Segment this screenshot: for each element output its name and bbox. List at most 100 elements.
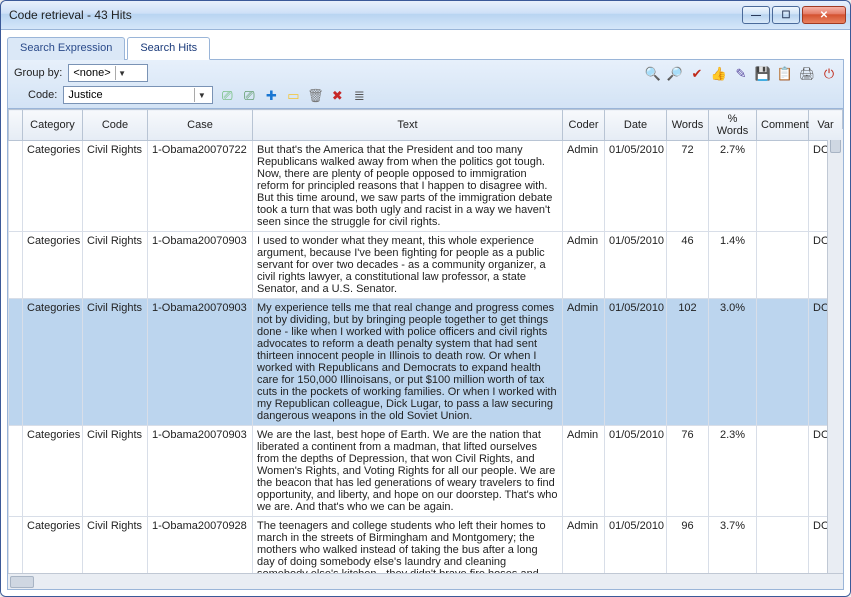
cell: [757, 299, 809, 426]
cell: I used to wonder what they meant, this w…: [253, 232, 563, 299]
cell: Admin: [563, 517, 605, 574]
check-icon[interactable]: ✔: [689, 65, 705, 81]
column-header[interactable]: Coder: [563, 110, 605, 141]
cell: 1-Obama20070903: [148, 232, 253, 299]
zoom-icon[interactable]: 🔎: [667, 65, 683, 81]
column-header[interactable]: [9, 110, 23, 141]
cell: 01/05/2010: [605, 517, 667, 574]
cell: 1-Obama20070903: [148, 299, 253, 426]
window-buttons: — ☐ ✕: [740, 6, 846, 24]
group-by-dropdown[interactable]: <none> ▼: [68, 64, 148, 82]
header-row: CategoryCodeCaseTextCoderDateWords% Word…: [9, 110, 843, 141]
search-person-icon[interactable]: 🔍: [645, 65, 661, 81]
cell: [9, 299, 23, 426]
cell: Admin: [563, 141, 605, 232]
cell: 2.3%: [709, 426, 757, 517]
column-header[interactable]: Comment: [757, 110, 809, 141]
tabstrip: Search Expression Search Hits: [7, 36, 844, 60]
vertical-scrollbar[interactable]: [827, 129, 843, 573]
note-icon[interactable]: ▭: [285, 87, 301, 103]
exit-icon[interactable]: ⏻: [821, 65, 837, 81]
cell: Civil Rights: [83, 232, 148, 299]
table-row[interactable]: CategoriesCivil Rights1-Obama20070903We …: [9, 426, 843, 517]
cell: [9, 141, 23, 232]
cell: 1-Obama20070903: [148, 426, 253, 517]
cell: Civil Rights: [83, 299, 148, 426]
code-label: Code:: [28, 89, 57, 101]
column-header[interactable]: Words: [667, 110, 709, 141]
horizontal-scrollbar[interactable]: [8, 573, 843, 589]
cell: Categories: [23, 299, 83, 426]
edit-icon[interactable]: ✎: [733, 65, 749, 81]
column-header[interactable]: % Words: [709, 110, 757, 141]
cell: [9, 232, 23, 299]
cell: 01/05/2010: [605, 299, 667, 426]
cell: Categories: [23, 517, 83, 574]
close-button[interactable]: ✕: [802, 6, 846, 24]
save-icon[interactable]: 💾: [755, 65, 771, 81]
column-header[interactable]: Var: [809, 110, 843, 141]
cell: 2.7%: [709, 141, 757, 232]
table-row[interactable]: CategoriesCivil Rights1-Obama20070722But…: [9, 141, 843, 232]
cell: 46: [667, 232, 709, 299]
cell: 102: [667, 299, 709, 426]
chevron-down-icon: ▼: [115, 66, 129, 80]
cell: Admin: [563, 232, 605, 299]
client-area: Search Expression Search Hits Group by: …: [1, 29, 850, 596]
print-icon[interactable]: 🖨: [799, 65, 815, 81]
window-title: Code retrieval - 43 Hits: [9, 8, 740, 22]
column-header[interactable]: Code: [83, 110, 148, 141]
cell: 3.0%: [709, 299, 757, 426]
right-toolbar: 🔍 🔎 ✔ 👍 ✎ 💾 📋 🖨 ⏻: [645, 65, 837, 81]
column-header[interactable]: Text: [253, 110, 563, 141]
cell: [757, 426, 809, 517]
column-header[interactable]: Category: [23, 110, 83, 141]
cell: Civil Rights: [83, 426, 148, 517]
cancel-icon[interactable]: ✖: [329, 87, 345, 103]
cell: 01/05/2010: [605, 426, 667, 517]
cell: 1-Obama20070722: [148, 141, 253, 232]
cell: 01/05/2010: [605, 232, 667, 299]
tab-search-hits[interactable]: Search Hits: [127, 37, 210, 60]
tab-search-expression[interactable]: Search Expression: [7, 37, 125, 60]
copy-icon[interactable]: 📋: [777, 65, 793, 81]
cell: Civil Rights: [83, 517, 148, 574]
table-row[interactable]: CategoriesCivil Rights1-Obama20070928The…: [9, 517, 843, 574]
group-by-value: <none>: [73, 67, 110, 79]
list-icon[interactable]: ≣: [351, 87, 367, 103]
toolbar: Group by: <none> ▼ 🔍 🔎 ✔ 👍 ✎ 💾 📋 🖨 ⏻ Code: Justi…: [7, 60, 844, 108]
cell: My experience tells me that real change …: [253, 299, 563, 426]
grid-scroll[interactable]: CategoryCodeCaseTextCoderDateWords% Word…: [8, 109, 843, 573]
cell: Admin: [563, 426, 605, 517]
table-row[interactable]: CategoriesCivil Rights1-Obama20070903My …: [9, 299, 843, 426]
cell: Admin: [563, 299, 605, 426]
code-dropdown[interactable]: Justice ▼: [63, 86, 213, 104]
cell: 3.7%: [709, 517, 757, 574]
cell: [9, 426, 23, 517]
cell: The teenagers and college students who l…: [253, 517, 563, 574]
cell: We are the last, best hope of Earth. We …: [253, 426, 563, 517]
table-row[interactable]: CategoriesCivil Rights1-Obama20070903I u…: [9, 232, 843, 299]
delete-icon[interactable]: 🗑: [307, 87, 323, 103]
cell: 01/05/2010: [605, 141, 667, 232]
plus-icon[interactable]: ✚: [263, 87, 279, 103]
maximize-button[interactable]: ☐: [772, 6, 800, 24]
results-grid: CategoryCodeCaseTextCoderDateWords% Word…: [7, 108, 844, 590]
column-header[interactable]: Case: [148, 110, 253, 141]
cell: [757, 232, 809, 299]
app-window: Code retrieval - 43 Hits — ☐ ✕ Search Ex…: [0, 0, 851, 597]
group-by-label: Group by:: [14, 67, 62, 79]
cell: 1.4%: [709, 232, 757, 299]
cell: [757, 517, 809, 574]
cell: Categories: [23, 141, 83, 232]
minimize-button[interactable]: —: [742, 6, 770, 24]
highlight-green-icon[interactable]: ⎚: [219, 87, 235, 103]
cell: Civil Rights: [83, 141, 148, 232]
code-value: Justice: [68, 89, 102, 101]
column-header[interactable]: Date: [605, 110, 667, 141]
cell: [757, 141, 809, 232]
titlebar[interactable]: Code retrieval - 43 Hits — ☐ ✕: [1, 1, 850, 29]
highlight-darkgreen-icon[interactable]: ⎚: [241, 87, 257, 103]
cell: [9, 517, 23, 574]
thumb-icon[interactable]: 👍: [711, 65, 727, 81]
